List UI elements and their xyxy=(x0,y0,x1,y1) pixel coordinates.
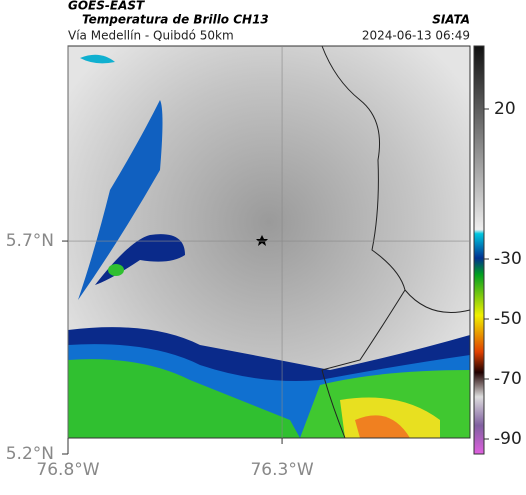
title: GOES-EAST xyxy=(68,0,145,13)
city-marker xyxy=(256,235,268,246)
colorbar-tick-label: -90 xyxy=(494,429,522,449)
source: SIATA xyxy=(432,13,470,27)
colorbar-tick-label: -70 xyxy=(494,369,522,389)
region: Vía Medellín - Quibdó 50km xyxy=(68,29,234,43)
colorbar-tick-label: -50 xyxy=(494,309,522,329)
timestamp: 2024-06-13 06:49 xyxy=(362,29,470,43)
borders xyxy=(321,45,471,439)
subtitle: Temperatura de Brillo CH13 xyxy=(82,13,269,27)
colorbar xyxy=(473,45,485,455)
colorbar-tick-label: 20 xyxy=(494,99,516,119)
y-tick-label: 5.2°N xyxy=(6,444,54,464)
colorbar-tick-label: -30 xyxy=(494,249,522,269)
satellite-image xyxy=(68,46,470,438)
x-tick-label: 76.8°W xyxy=(36,460,99,480)
y-tick-label: 5.7°N xyxy=(6,231,54,251)
x-tick-label: 76.3°W xyxy=(250,460,313,480)
